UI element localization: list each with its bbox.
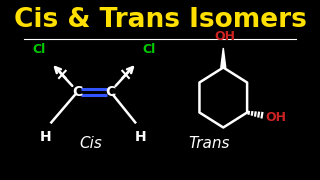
Text: C: C [72, 84, 83, 98]
Text: Cis & Trans Isomers: Cis & Trans Isomers [13, 6, 307, 33]
Text: OH: OH [214, 30, 235, 44]
Text: Trans: Trans [189, 136, 230, 152]
Polygon shape [221, 48, 226, 68]
Text: Cl: Cl [33, 42, 46, 55]
Text: Cis: Cis [80, 136, 103, 152]
Text: H: H [135, 130, 147, 144]
Text: OH: OH [266, 111, 287, 123]
Text: C: C [105, 84, 116, 98]
Text: H: H [40, 130, 52, 144]
Text: Cl: Cl [142, 42, 156, 55]
